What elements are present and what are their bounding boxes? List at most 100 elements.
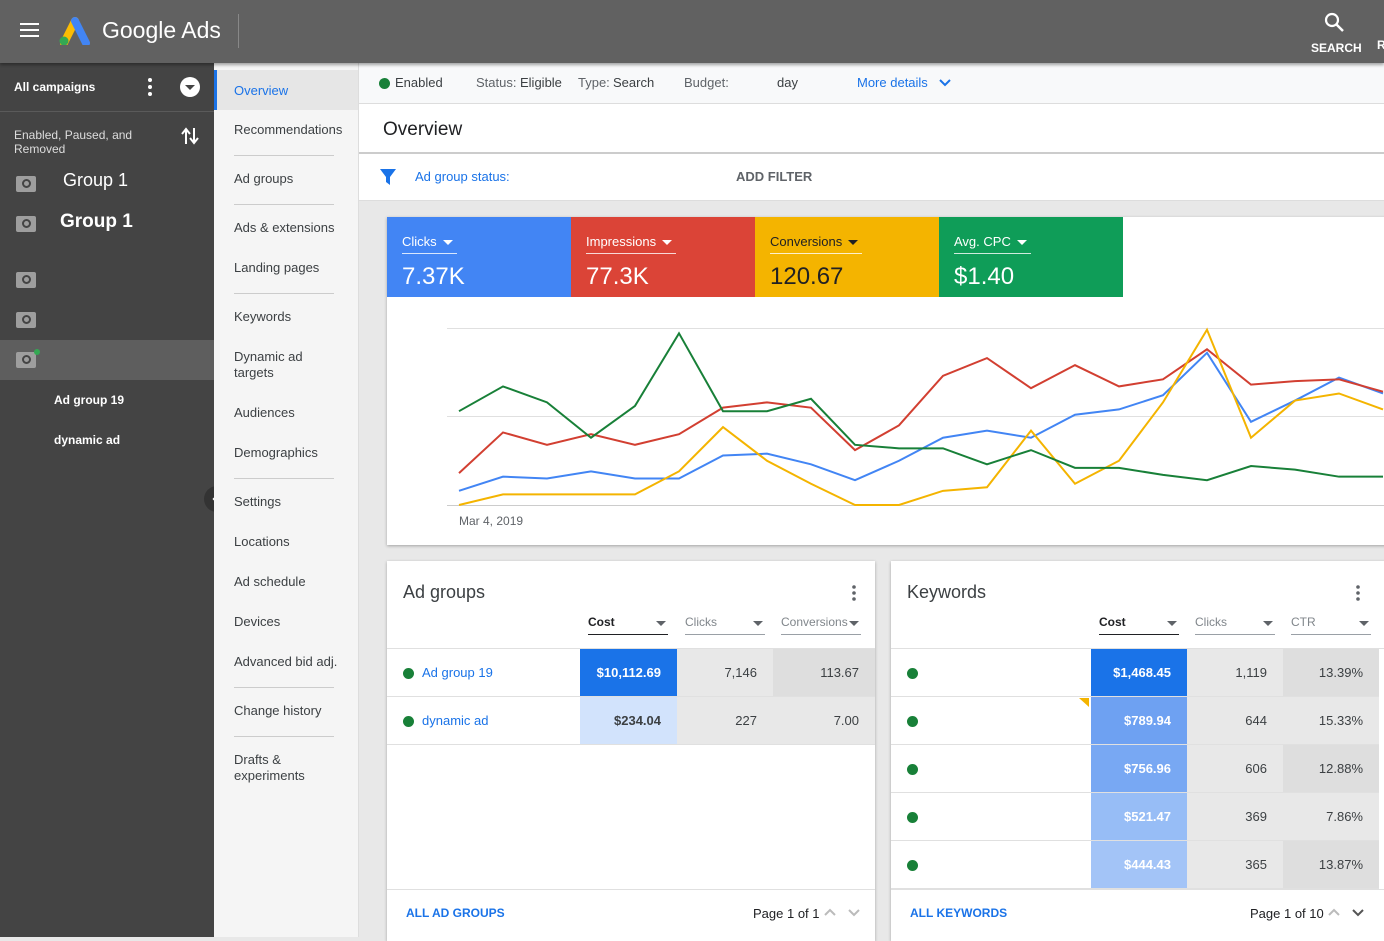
status-bar: Enabled Status: Eligible Type: Search Bu… <box>359 63 1384 104</box>
nav-item[interactable]: Settings <box>234 494 281 509</box>
metric-tile[interactable]: Impressions 77.3K <box>571 217 755 297</box>
row-name[interactable]: dynamic ad <box>422 713 489 728</box>
status-dot <box>403 716 414 727</box>
table-cell: $234.04 <box>580 697 677 745</box>
row-name[interactable]: Ad group 19 <box>422 665 493 680</box>
product-name[interactable]: Google Ads <box>102 17 221 43</box>
divider <box>891 889 1384 890</box>
campaign-icon[interactable] <box>16 312 36 328</box>
separator <box>234 293 334 294</box>
table-cell: 7,146 <box>677 649 773 697</box>
campaign-icon <box>16 176 36 192</box>
nav-item[interactable]: Locations <box>234 534 290 549</box>
nav-item[interactable]: Ad schedule <box>234 574 306 589</box>
nav-item[interactable]: Drafts & experiments <box>234 752 305 783</box>
search-icon[interactable] <box>1324 12 1346 34</box>
add-filter[interactable]: ADD FILTER <box>736 169 813 184</box>
divider <box>0 111 214 112</box>
filter-label[interactable]: Ad group status: <box>415 169 510 184</box>
column-header[interactable]: Cost <box>588 615 668 635</box>
metric-value: 7.37K <box>402 263 465 290</box>
metric-value: $1.40 <box>954 263 1015 290</box>
column-header[interactable]: Clicks <box>685 615 765 635</box>
campaign[interactable]: Group 1 <box>63 170 129 190</box>
column-header[interactable]: Conversions <box>781 615 861 635</box>
metric-tile[interactable]: Clicks 7.37K <box>387 217 571 297</box>
row-line <box>891 696 1091 697</box>
table-cell: $521.47 <box>1091 793 1187 841</box>
nav-item[interactable]: Ads & extensions <box>234 220 335 235</box>
nav-item[interactable]: Devices <box>234 614 281 629</box>
dropdown-icon[interactable] <box>179 76 201 98</box>
axis-line <box>447 505 1384 506</box>
nav-item[interactable]: Ad groups <box>234 171 294 186</box>
sort-icon[interactable] <box>181 126 199 146</box>
nav-item[interactable]: Recommendations <box>234 122 343 137</box>
metric-tile[interactable]: Conversions 120.67 <box>755 217 939 297</box>
ad-group[interactable]: Ad group 19 <box>54 393 125 407</box>
column-header[interactable]: Clicks <box>1195 615 1275 635</box>
table-cell: 13.87% <box>1283 841 1379 889</box>
table-cell: 12.88% <box>1283 745 1379 793</box>
separator <box>234 478 334 479</box>
pager[interactable] <box>823 907 863 919</box>
nav-item[interactable]: Advanced bid adj. <box>234 654 338 669</box>
nav-item[interactable]: Dynamic ad targets <box>234 349 303 380</box>
nav-item[interactable]: Audiences <box>234 405 295 420</box>
filter-bar: Ad group status: ADD FILTER <box>359 154 1384 201</box>
state[interactable]: Enabled <box>395 75 443 90</box>
metric-value: 77.3K <box>586 263 649 290</box>
chevron[interactable] <box>938 78 952 88</box>
column-header[interactable]: CTR <box>1291 615 1371 635</box>
more-icon[interactable] <box>146 77 154 97</box>
row-line <box>891 744 1091 745</box>
status-dot <box>907 764 918 775</box>
table-cell: 606 <box>1187 745 1283 793</box>
table-cell: 7.86% <box>1283 793 1379 841</box>
separator <box>234 204 334 205</box>
logo[interactable] <box>58 17 92 45</box>
cut-label[interactable]: R <box>1377 38 1384 52</box>
status-dot <box>34 349 40 355</box>
nav-item[interactable]: Keywords <box>234 309 292 324</box>
nav-item[interactable]: Landing pages <box>234 260 320 275</box>
nav-item[interactable]: Demographics <box>234 445 318 460</box>
menu-icon[interactable] <box>20 22 40 38</box>
more-icon[interactable] <box>851 584 857 602</box>
top-bar: Google Ads SEARCH R <box>0 0 1384 63</box>
status-dot <box>907 668 918 679</box>
title-bar: Overview <box>359 104 1384 154</box>
ad-groups-card: Ad groups ALL AD GROUPS Page 1 of 1 Cost… <box>387 561 875 941</box>
scope[interactable]: All campaigns <box>14 80 96 94</box>
keywords-card: Keywords ALL KEYWORDS Page 1 of 10 Cost C… <box>891 561 1384 941</box>
column-header[interactable]: Cost <box>1099 615 1179 635</box>
label: Status: <box>476 75 517 90</box>
nav-item[interactable]: Change history <box>234 703 322 718</box>
nav-selected <box>214 70 358 110</box>
status: Eligible <box>520 75 562 90</box>
row-line <box>387 696 580 697</box>
more-details[interactable]: More details <box>857 75 928 90</box>
pager[interactable] <box>1327 907 1367 919</box>
footer-link[interactable]: ALL KEYWORDS <box>910 906 1008 920</box>
divider <box>387 889 875 890</box>
status-dot <box>907 716 918 727</box>
filter-icon[interactable] <box>379 168 397 186</box>
table-cell: $756.96 <box>1091 745 1187 793</box>
metric-name: Impressions <box>586 234 677 254</box>
metric-name: Clicks <box>402 234 457 254</box>
more-icon[interactable] <box>1355 584 1361 602</box>
row-line <box>387 744 580 745</box>
campaign[interactable]: Group 1 <box>60 211 133 232</box>
ad-group[interactable]: dynamic ad <box>54 433 121 447</box>
status-filter[interactable]: Enabled, Paused, and Removed <box>14 128 133 156</box>
status-dot <box>907 860 918 871</box>
search-label[interactable]: SEARCH <box>1311 41 1362 55</box>
metric-tile[interactable]: Avg. CPC $1.40 <box>939 217 1123 297</box>
campaign-icon[interactable] <box>16 272 36 288</box>
nav-item[interactable]: Overview <box>234 83 289 98</box>
table-cell: 227 <box>677 697 773 745</box>
pagination: Page 1 of 10 <box>1250 906 1324 921</box>
card-title: Ad groups <box>403 582 486 602</box>
footer-link[interactable]: ALL AD GROUPS <box>406 906 505 920</box>
